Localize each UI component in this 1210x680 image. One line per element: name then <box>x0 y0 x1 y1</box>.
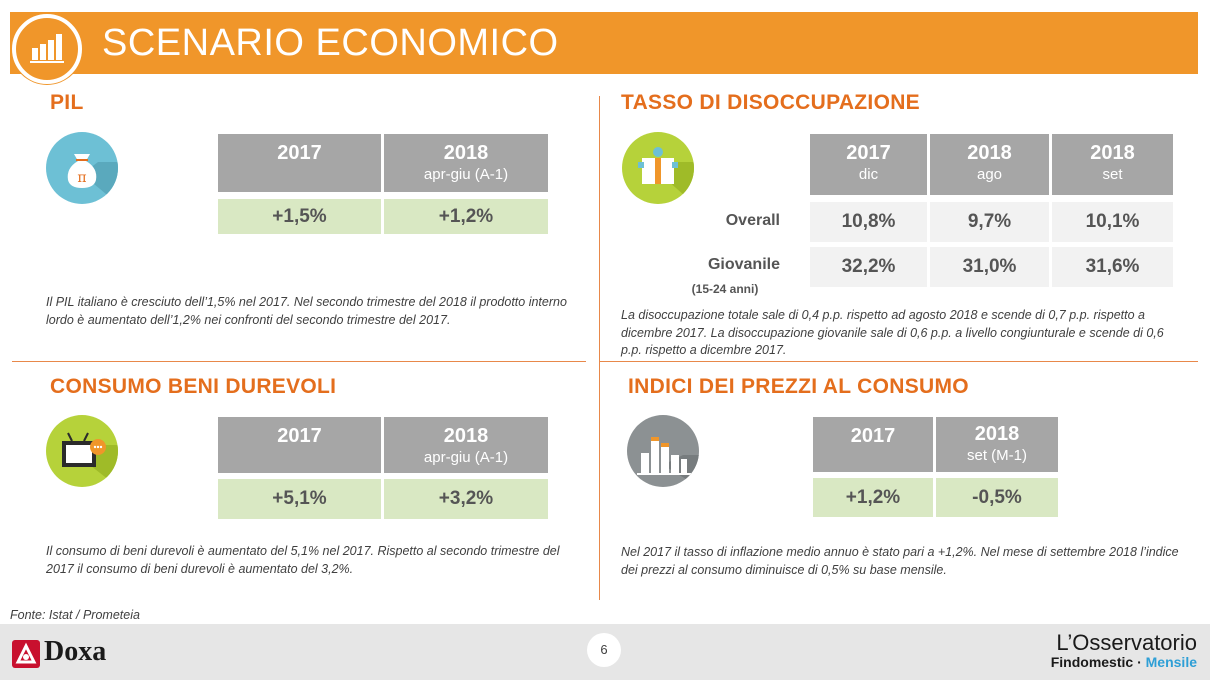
consumo-description: Il consumo di beni durevoli è aumentato … <box>46 544 560 576</box>
money-bag-icon: π <box>46 132 118 204</box>
row-label-overall: Overall <box>725 212 780 229</box>
prezzi-description: Nel 2017 il tasso di inflazione medio an… <box>621 545 1179 577</box>
overall-value-dic: 10,8% <box>810 202 927 242</box>
disoccupazione-header-year: 2017 <box>846 142 891 164</box>
disoccupazione-header-month: ago <box>976 166 1003 183</box>
television-icon <box>46 415 118 487</box>
title-banner <box>10 12 1198 74</box>
doxa-brand: Doxa <box>44 636 107 667</box>
disoccupazione-header-month: set <box>1102 166 1123 183</box>
prezzi-title: INDICI DEI PREZZI AL CONSUMO <box>628 375 969 398</box>
horizontal-divider-right <box>599 361 1198 362</box>
disoccupazione-header-dic: 2017 dic <box>810 134 927 195</box>
page-title: SCENARIO ECONOMICO <box>102 22 559 64</box>
gift-box-icon <box>622 132 694 204</box>
disoccupazione-header-month: dic <box>858 166 879 183</box>
overall-value-set: 10,1% <box>1052 202 1173 242</box>
disoccupazione-header-year: 2018 <box>967 142 1012 164</box>
disoccupazione-header-ago: 2018 ago <box>930 134 1049 195</box>
disoccupazione-header-year: 2018 <box>1090 142 1135 164</box>
pil-header-year: 2017 <box>277 142 322 164</box>
giovanile-value-set: 31,6% <box>1052 247 1173 287</box>
row-label-giovanile: Giovanile <box>707 256 780 273</box>
pil-header-year: 2018 <box>443 142 489 164</box>
prezzi-header-period: set (M-1) <box>967 447 1027 464</box>
consumo-header-2018: 2018 apr-giu (A-1) <box>384 417 548 473</box>
bar-chart-icon <box>12 14 82 84</box>
pil-header-2017: 2017 <box>218 134 381 192</box>
source-note: Fonte: Istat / Prometeia <box>10 608 140 622</box>
osservatorio-frequency: Mensile <box>1145 654 1197 670</box>
page-number: 6 <box>587 633 621 667</box>
consumo-header-year: 2018 <box>443 425 489 447</box>
svg-text:π: π <box>77 170 86 186</box>
giovanile-value-ago: 31,0% <box>930 247 1049 287</box>
pil-value-2017: +1,5% <box>218 199 381 234</box>
prezzi-header-year: 2017 <box>850 425 896 447</box>
prezzi-header-2017: 2017 <box>813 417 933 472</box>
pil-value-2018: +1,2% <box>384 199 548 234</box>
giovanile-value-dic: 32,2% <box>810 247 927 287</box>
consumo-header-2017: 2017 <box>218 417 381 473</box>
horizontal-divider-left <box>12 361 586 362</box>
overall-value-ago: 9,7% <box>930 202 1049 242</box>
consumo-value-2018: +3,2% <box>384 479 548 519</box>
disoccupazione-header-set: 2018 set <box>1052 134 1173 195</box>
disoccupazione-title: TASSO DI DISOCCUPAZIONE <box>621 91 920 114</box>
disoccupazione-description: La disoccupazione totale sale di 0,4 p.p… <box>621 308 1164 357</box>
pil-header-2018: 2018 apr-giu (A-1) <box>384 134 548 192</box>
osservatorio-title: L’Osservatorio <box>1056 630 1197 655</box>
pil-description: Il PIL italiano è cresciuto dell’1,5% ne… <box>46 295 567 327</box>
osservatorio-brand: Findomestic <box>1050 654 1134 670</box>
prezzi-header-2018: 2018 set (M-1) <box>936 417 1058 472</box>
osservatorio-separator: · <box>1133 654 1146 670</box>
consumo-header-year: 2017 <box>277 425 322 447</box>
pil-header-period: apr-giu (A-1) <box>423 166 509 183</box>
vertical-divider <box>599 96 600 600</box>
pil-title: PIL <box>50 91 84 114</box>
city-buildings-icon <box>627 415 699 487</box>
row-sublabel-age: (15-24 anni) <box>691 282 759 296</box>
consumo-value-2017: +5,1% <box>218 479 381 519</box>
prezzi-value-2018: -0,5% <box>936 478 1058 517</box>
prezzi-header-year: 2018 <box>974 423 1020 445</box>
consumo-title: CONSUMO BENI DUREVOLI <box>50 375 337 398</box>
prezzi-value-2017: +1,2% <box>813 478 933 517</box>
consumo-header-period: apr-giu (A-1) <box>423 449 509 466</box>
osservatorio-subtitle: Findomestic · Mensile <box>1051 654 1197 670</box>
doxa-logo-icon <box>12 640 40 668</box>
